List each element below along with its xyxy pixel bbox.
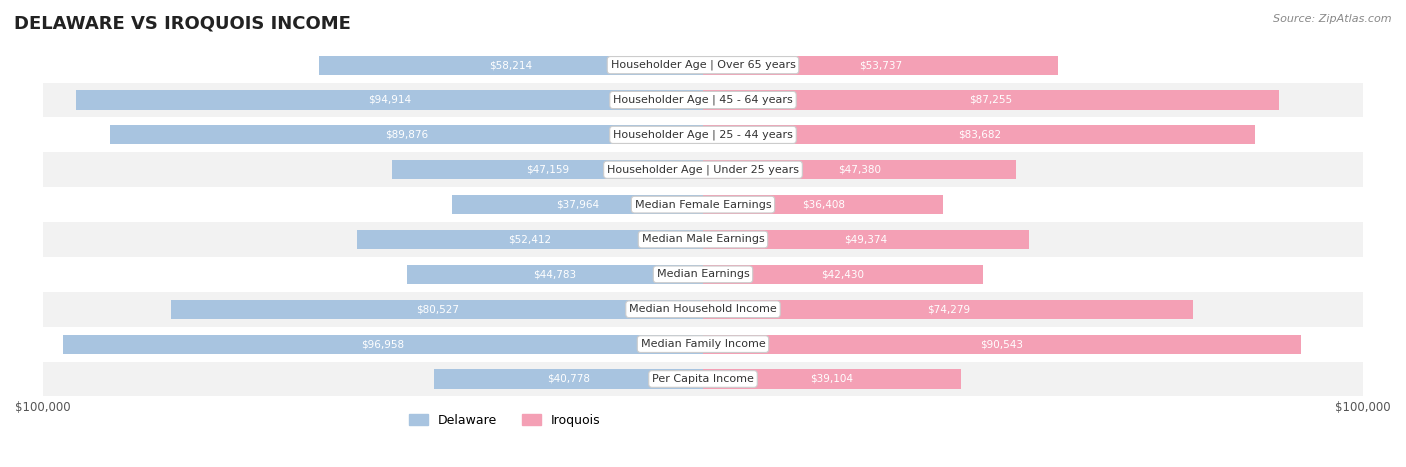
Text: $94,914: $94,914	[368, 95, 412, 105]
Text: Householder Age | Under 25 years: Householder Age | Under 25 years	[607, 164, 799, 175]
Bar	[42, 257, 1364, 292]
Bar	[703, 91, 1279, 110]
Bar	[63, 334, 703, 354]
Bar	[42, 222, 1364, 257]
Text: $40,778: $40,778	[547, 374, 591, 384]
Text: $39,104: $39,104	[811, 374, 853, 384]
Text: $42,430: $42,430	[821, 269, 865, 279]
Bar	[703, 125, 1256, 144]
Text: $89,876: $89,876	[385, 130, 427, 140]
Bar	[42, 361, 1364, 396]
Text: Householder Age | Over 65 years: Householder Age | Over 65 years	[610, 60, 796, 71]
Text: Per Capita Income: Per Capita Income	[652, 374, 754, 384]
Bar	[42, 83, 1364, 117]
Bar	[703, 300, 1194, 319]
Text: $53,737: $53,737	[859, 60, 901, 70]
Text: $47,380: $47,380	[838, 165, 882, 175]
Text: Median Earnings: Median Earnings	[657, 269, 749, 279]
Text: $83,682: $83,682	[957, 130, 1001, 140]
Text: Source: ZipAtlas.com: Source: ZipAtlas.com	[1274, 14, 1392, 24]
Text: $36,408: $36,408	[801, 199, 845, 210]
Text: $90,543: $90,543	[980, 339, 1024, 349]
Text: Householder Age | 45 - 64 years: Householder Age | 45 - 64 years	[613, 95, 793, 105]
Text: DELAWARE VS IROQUOIS INCOME: DELAWARE VS IROQUOIS INCOME	[14, 14, 352, 32]
Bar	[453, 195, 703, 214]
Text: $37,964: $37,964	[557, 199, 599, 210]
Bar	[434, 369, 703, 389]
Bar	[703, 369, 962, 389]
Text: $49,374: $49,374	[845, 234, 887, 245]
Text: $80,527: $80,527	[416, 304, 458, 314]
Text: $87,255: $87,255	[970, 95, 1012, 105]
Text: $74,279: $74,279	[927, 304, 970, 314]
Bar	[42, 152, 1364, 187]
Text: $44,783: $44,783	[534, 269, 576, 279]
Bar	[703, 160, 1015, 179]
Bar	[703, 334, 1301, 354]
Bar	[392, 160, 703, 179]
Text: Median Household Income: Median Household Income	[628, 304, 778, 314]
Bar	[703, 230, 1029, 249]
Bar	[42, 327, 1364, 361]
Text: $52,412: $52,412	[509, 234, 551, 245]
Bar	[408, 265, 703, 284]
Bar	[42, 292, 1364, 327]
Text: Householder Age | 25 - 44 years: Householder Age | 25 - 44 years	[613, 130, 793, 140]
Bar	[357, 230, 703, 249]
Legend: Delaware, Iroquois: Delaware, Iroquois	[405, 409, 606, 432]
Bar	[76, 91, 703, 110]
Text: $47,159: $47,159	[526, 165, 569, 175]
Text: $96,958: $96,958	[361, 339, 405, 349]
Text: Median Female Earnings: Median Female Earnings	[634, 199, 772, 210]
Bar	[703, 265, 983, 284]
Bar	[703, 56, 1057, 75]
Bar	[110, 125, 703, 144]
Text: Median Male Earnings: Median Male Earnings	[641, 234, 765, 245]
Bar	[42, 187, 1364, 222]
Text: Median Family Income: Median Family Income	[641, 339, 765, 349]
Bar	[319, 56, 703, 75]
Bar	[703, 195, 943, 214]
Bar	[42, 117, 1364, 152]
Bar	[172, 300, 703, 319]
Text: $58,214: $58,214	[489, 60, 533, 70]
Bar	[42, 48, 1364, 83]
